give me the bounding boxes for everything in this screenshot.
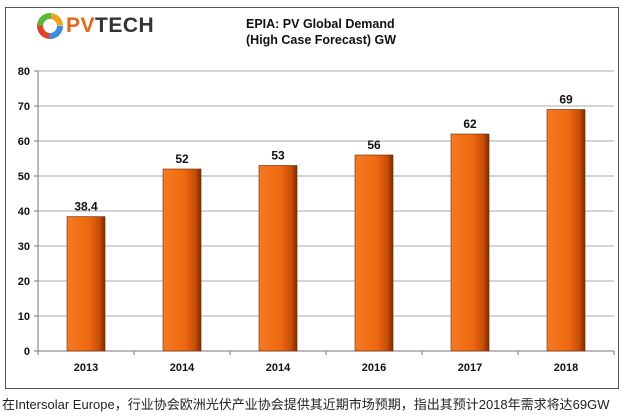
x-tick-label: 2014 <box>170 362 195 374</box>
data-label: 56 <box>367 138 381 152</box>
y-tick-label: 70 <box>18 101 30 113</box>
pvtech-logo: PVTECH <box>36 12 154 40</box>
bar <box>450 133 490 352</box>
chart-title: EPIA: PV Global Demand (High Case Foreca… <box>246 16 396 48</box>
data-label: 38.4 <box>74 200 98 214</box>
bar <box>66 216 106 352</box>
chart-title-line1: EPIA: PV Global Demand <box>246 17 395 31</box>
x-tick-label: 2013 <box>74 362 98 374</box>
y-tick-label: 40 <box>18 206 30 218</box>
logo-text: PVTECH <box>66 14 154 38</box>
y-tick-label: 60 <box>18 136 30 148</box>
y-tick-label: 30 <box>18 241 30 253</box>
logo-ring-icon <box>37 13 63 39</box>
x-tick-label: 2014 <box>266 362 291 374</box>
y-tick-label: 50 <box>18 171 30 183</box>
logo-tech: TECH <box>95 14 155 37</box>
y-tick-label: 0 <box>24 346 30 358</box>
bar <box>162 168 202 352</box>
y-tick-label: 10 <box>18 311 30 323</box>
bar-chart: 0 10 20 30 40 50 60 70 80 38.4 2013 52 2014 53 2014 56 2… <box>18 66 615 374</box>
y-tick-label: 20 <box>18 276 30 288</box>
x-tick-label: 2018 <box>554 362 578 374</box>
bar <box>258 165 298 352</box>
data-label: 52 <box>175 152 189 166</box>
data-label: 69 <box>559 93 573 107</box>
y-tick-label: 80 <box>18 66 30 78</box>
data-label: 62 <box>463 117 477 131</box>
bar <box>354 154 394 352</box>
x-tick-label: 2016 <box>362 362 386 374</box>
bar <box>546 109 586 352</box>
chart-title-line2: (High Case Forecast) GW <box>246 33 397 47</box>
caption: 在Intersolar Europe，行业协会欧洲光伏产业协会提供其近期市场预期… <box>2 397 610 412</box>
x-tick-label: 2017 <box>458 362 482 374</box>
data-label: 53 <box>271 149 285 163</box>
logo-pv: PV <box>66 14 96 37</box>
